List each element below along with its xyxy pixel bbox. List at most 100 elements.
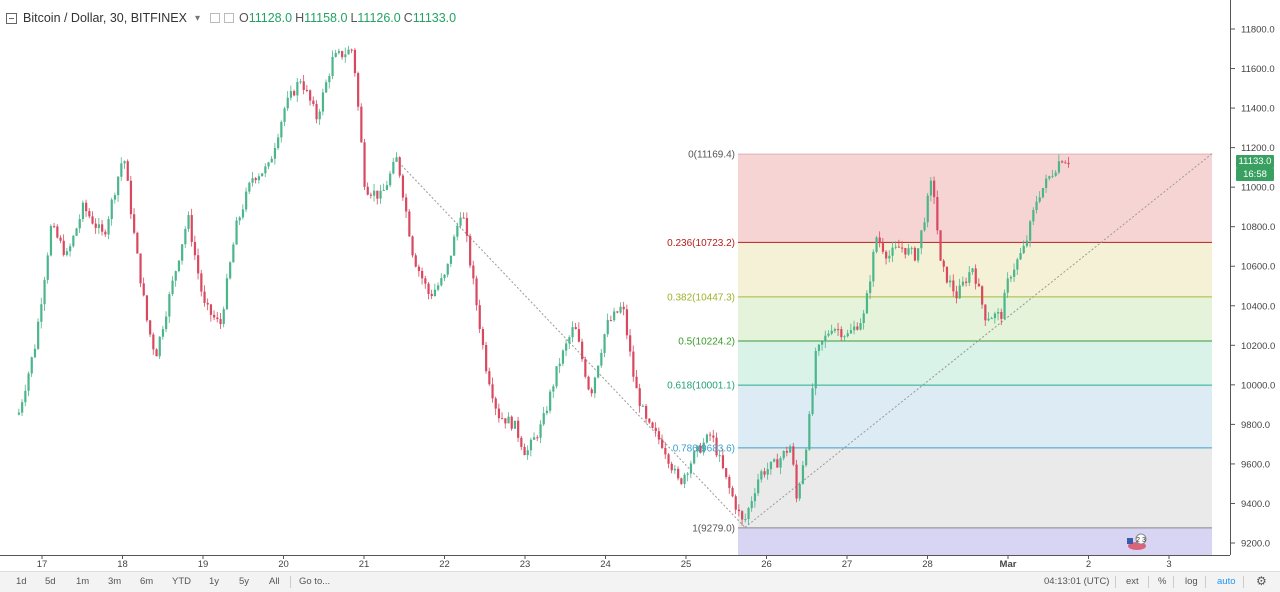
candle-body	[222, 309, 225, 325]
candle-body	[645, 405, 648, 419]
range-6m-button[interactable]: 6m	[140, 576, 154, 587]
range-1d-button[interactable]: 1d	[16, 576, 27, 587]
candle-body	[129, 180, 133, 215]
candle-body	[267, 162, 270, 167]
range-3m-button[interactable]: 3m	[108, 576, 122, 587]
collapse-legend-icon[interactable]	[6, 12, 17, 24]
candle-body	[235, 220, 238, 245]
candle-body	[270, 158, 273, 163]
fib-retracement[interactable]	[738, 153, 1212, 555]
settings-square-icon[interactable]	[223, 13, 234, 23]
candle-body	[549, 391, 552, 411]
candle-body	[261, 173, 264, 177]
candle-body	[1067, 162, 1070, 165]
candle-body	[1003, 292, 1006, 319]
candle-body	[533, 437, 536, 440]
candle-body	[606, 320, 609, 335]
candle-body	[961, 281, 965, 286]
candle-body	[504, 418, 507, 424]
candle-body	[142, 283, 145, 296]
range-1m-button[interactable]: 1m	[76, 576, 90, 587]
price-axis[interactable]: 9200.0 9400.0 9600.0 9800.0 10000.0 10200.0 10…	[1230, 25, 1275, 550]
candle-body	[705, 434, 709, 443]
candle-body	[849, 330, 853, 334]
price-chart[interactable]: 0(11169.4) 0.236(10723.2) 0.382(10447.3) 0.…	[0, 0, 1280, 572]
percent-scale-toggle[interactable]: %	[1158, 576, 1167, 587]
candle-body	[126, 161, 129, 181]
candle-body	[625, 309, 629, 336]
candle-body	[817, 344, 821, 351]
candle-body	[952, 280, 955, 292]
candle-body	[1019, 253, 1022, 260]
event-flag-icon[interactable]: 2 3	[1123, 533, 1151, 551]
candle-body	[776, 459, 779, 468]
candle-body	[49, 226, 53, 256]
range-5d-button[interactable]: 5d	[45, 576, 56, 587]
candle-body	[619, 306, 622, 313]
candle-body	[955, 291, 958, 299]
candle-body	[430, 293, 433, 297]
candle-body	[177, 260, 181, 272]
candle-body	[417, 266, 421, 272]
symbol-title[interactable]: Bitcoin / Dollar, 30, BITFINEX	[23, 11, 187, 25]
candle-body	[878, 237, 881, 244]
candle-body	[827, 333, 830, 336]
candle-body	[347, 49, 350, 55]
candle-body	[728, 476, 731, 488]
x-tick-label: Mar	[1000, 559, 1017, 570]
candle-body	[789, 446, 792, 453]
candle-body	[251, 178, 254, 183]
x-tick-label: 19	[198, 559, 209, 570]
candle-body	[709, 434, 712, 436]
candle-body	[539, 424, 542, 438]
candle-body	[155, 349, 158, 357]
range-all-button[interactable]: All	[269, 576, 280, 587]
chevron-down-icon[interactable]: ▾	[194, 12, 200, 24]
auto-scale-toggle[interactable]: auto	[1217, 576, 1236, 587]
goto-date-button[interactable]: Go to...	[299, 576, 331, 587]
candle-body	[209, 304, 213, 315]
candle-body	[542, 413, 545, 425]
candle-body	[190, 215, 193, 243]
candle-body	[1013, 269, 1016, 277]
candle-body	[571, 327, 574, 338]
range-5y-button[interactable]: 5y	[239, 576, 250, 587]
candle-body	[197, 255, 200, 274]
candle-body	[101, 224, 104, 232]
candle-body	[513, 420, 517, 429]
candle-body	[465, 217, 469, 236]
range-ytd-button[interactable]: YTD	[172, 576, 191, 587]
candle-body	[165, 316, 168, 330]
candle-body	[987, 318, 990, 321]
candle-body	[667, 454, 670, 464]
candle-body	[56, 226, 59, 238]
gear-icon[interactable]: ⚙	[1256, 574, 1267, 588]
trend-lines	[395, 153, 1213, 528]
fib-band	[738, 153, 1212, 242]
visibility-toggle-icon[interactable]	[209, 13, 220, 23]
x-tick-label: 3	[1166, 559, 1171, 570]
y-tick-label: 9400.0	[1241, 499, 1270, 510]
candle-body	[136, 232, 139, 254]
candle-body	[30, 357, 33, 374]
candle-body	[494, 398, 497, 409]
candle-body	[1009, 276, 1013, 279]
candle-body	[686, 473, 689, 475]
candle-body	[584, 359, 587, 377]
candle-body	[24, 390, 27, 403]
candle-body	[469, 235, 472, 266]
candle-body	[110, 199, 113, 220]
range-1y-button[interactable]: 1y	[209, 576, 220, 587]
time-axis[interactable]: 17 18 19 20 21 22 23 24 25 26 27 28 Mar 2 3	[37, 555, 1172, 570]
log-scale-toggle[interactable]: log	[1185, 576, 1198, 587]
candle-body	[574, 327, 577, 330]
utc-time[interactable]: 04:13:01 (UTC)	[1044, 576, 1110, 587]
candle-body	[801, 465, 805, 484]
y-tick-label: 10600.0	[1241, 262, 1275, 273]
fib-band	[738, 296, 1212, 341]
candle-body	[753, 493, 757, 502]
candle-body	[389, 173, 392, 186]
y-tick-label: 10200.0	[1241, 341, 1275, 352]
candle-body	[440, 278, 443, 286]
ext-hours-toggle[interactable]: ext	[1126, 576, 1139, 587]
